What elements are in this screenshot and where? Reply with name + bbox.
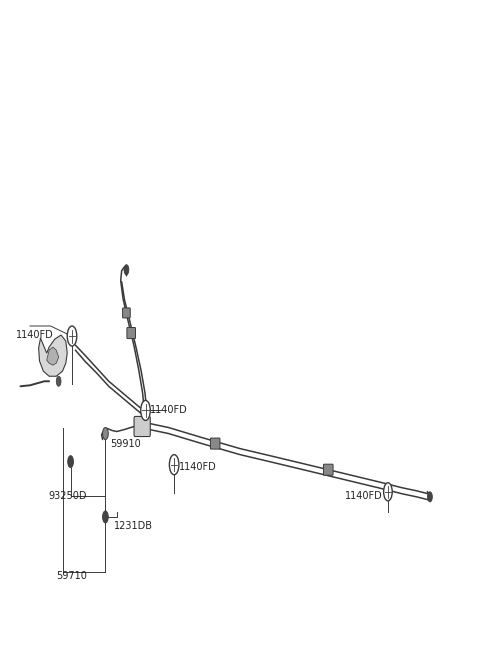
Circle shape <box>103 511 108 523</box>
Circle shape <box>141 400 150 420</box>
Polygon shape <box>38 335 67 377</box>
Circle shape <box>384 483 392 501</box>
Circle shape <box>56 377 61 386</box>
Text: 93250D: 93250D <box>48 491 87 501</box>
Polygon shape <box>47 347 59 365</box>
Circle shape <box>68 456 73 468</box>
FancyBboxPatch shape <box>324 464 333 475</box>
FancyBboxPatch shape <box>210 438 220 449</box>
Circle shape <box>67 326 77 346</box>
Text: 59910: 59910 <box>110 439 141 449</box>
Circle shape <box>103 428 108 440</box>
Text: 1140FD: 1140FD <box>179 462 216 472</box>
FancyBboxPatch shape <box>127 327 135 338</box>
Text: 1140FD: 1140FD <box>16 330 53 340</box>
FancyBboxPatch shape <box>134 417 150 436</box>
Circle shape <box>428 492 432 502</box>
Text: 1231DB: 1231DB <box>114 521 153 531</box>
FancyBboxPatch shape <box>122 308 130 318</box>
Text: 1140FD: 1140FD <box>345 491 383 501</box>
Circle shape <box>169 455 179 475</box>
Circle shape <box>124 264 129 275</box>
Text: 1140FD: 1140FD <box>150 405 188 415</box>
Text: 59710: 59710 <box>56 571 87 581</box>
